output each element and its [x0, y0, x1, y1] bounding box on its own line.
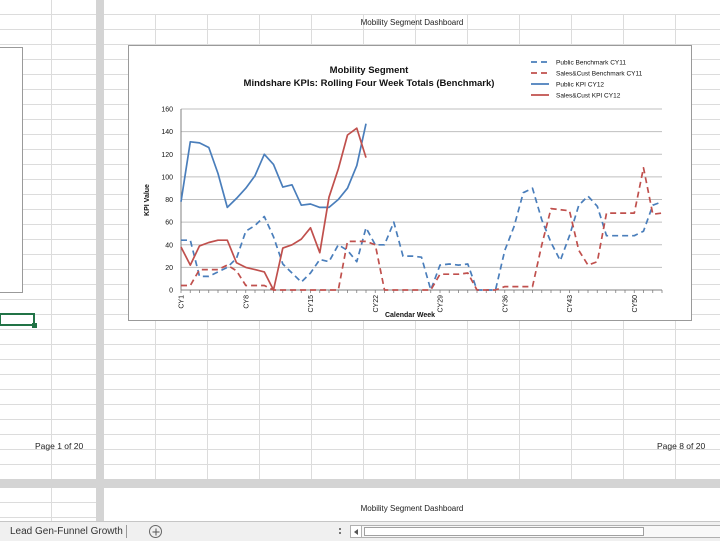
legend-entry: Public Benchmark CY11 [556, 60, 626, 67]
legend-entry: Sales&Cust Benchmark CY11 [556, 71, 643, 78]
y-tick-label: 120 [161, 152, 173, 159]
legend-entry: Sales&Cust KPI CY12 [556, 93, 621, 100]
y-tick-label: 140 [161, 129, 173, 136]
gridlines [181, 108, 662, 291]
legend-entry: Public KPI CY12 [556, 82, 604, 89]
series-line [180, 123, 367, 209]
tab-split-handle[interactable] [338, 525, 342, 538]
x-tick-label: CY15 [308, 295, 315, 313]
y-tick-label: 60 [165, 220, 173, 227]
y-tick-label: 20 [165, 265, 173, 272]
tab-divider [126, 525, 127, 538]
y-tick-label: 160 [161, 107, 173, 114]
y-tick-label: 100 [161, 174, 173, 181]
axes: 0 20 40 60 80 100 120 140 160 CY1 CY8 CY15 CY22 CY29 C… [161, 107, 663, 313]
x-axis-label: Calendar Week [385, 312, 435, 319]
y-tick-label: 80 [165, 197, 173, 204]
add-sheet-button[interactable] [149, 525, 162, 538]
y-tick-label: 40 [165, 242, 173, 249]
x-tick-label: CY8 [243, 295, 250, 309]
selected-cell[interactable] [0, 313, 35, 326]
legend: Public Benchmark CY11 Sales&Cust Benchmar… [531, 60, 643, 100]
horizontal-scrollbar[interactable] [362, 525, 720, 538]
sheet-tab[interactable]: Lead Gen-Funnel Growth [10, 526, 123, 537]
series-line [181, 166, 663, 291]
x-tick-label: CY29 [438, 295, 445, 313]
print-page-left: Page 1 of 20 [0, 0, 96, 479]
y-axis-label: KPI Value [144, 184, 151, 216]
page-footer-left: Page 1 of 20 [35, 441, 84, 451]
series-lines [180, 123, 663, 291]
scroll-left-button[interactable] [350, 525, 362, 538]
print-page-right: Mobility Segment Dashboard 0 20 40 60 80 100 1… [104, 0, 720, 479]
x-tick-label: CY43 [567, 295, 574, 313]
chart-fragment-left [0, 47, 23, 293]
chart-title: Mobility Segment [330, 65, 409, 76]
fill-handle[interactable] [32, 323, 37, 328]
x-tick-label: CY1 [179, 295, 186, 309]
series-line [181, 187, 663, 291]
x-tick-label: CY36 [502, 295, 509, 313]
x-tick-label: CY22 [373, 295, 380, 313]
page-header-next: Mobility Segment Dashboard [360, 504, 464, 513]
page-header: Mobility Segment Dashboard [360, 18, 464, 27]
page-footer-right: Page 8 of 20 [657, 441, 706, 451]
series-line [180, 127, 367, 291]
scroll-thumb[interactable] [364, 527, 644, 536]
chart-area[interactable]: 0 20 40 60 80 100 120 140 160 CY1 CY8 CY15 CY22 CY29 C… [128, 45, 692, 321]
chart-subtitle: Mindshare KPIs: Rolling Four Week Totals… [244, 78, 495, 89]
x-tick-label: CY50 [632, 295, 639, 313]
sheet-tab-bar: Lead Gen-Funnel Growth [0, 521, 720, 541]
y-tick-label: 0 [169, 288, 173, 295]
